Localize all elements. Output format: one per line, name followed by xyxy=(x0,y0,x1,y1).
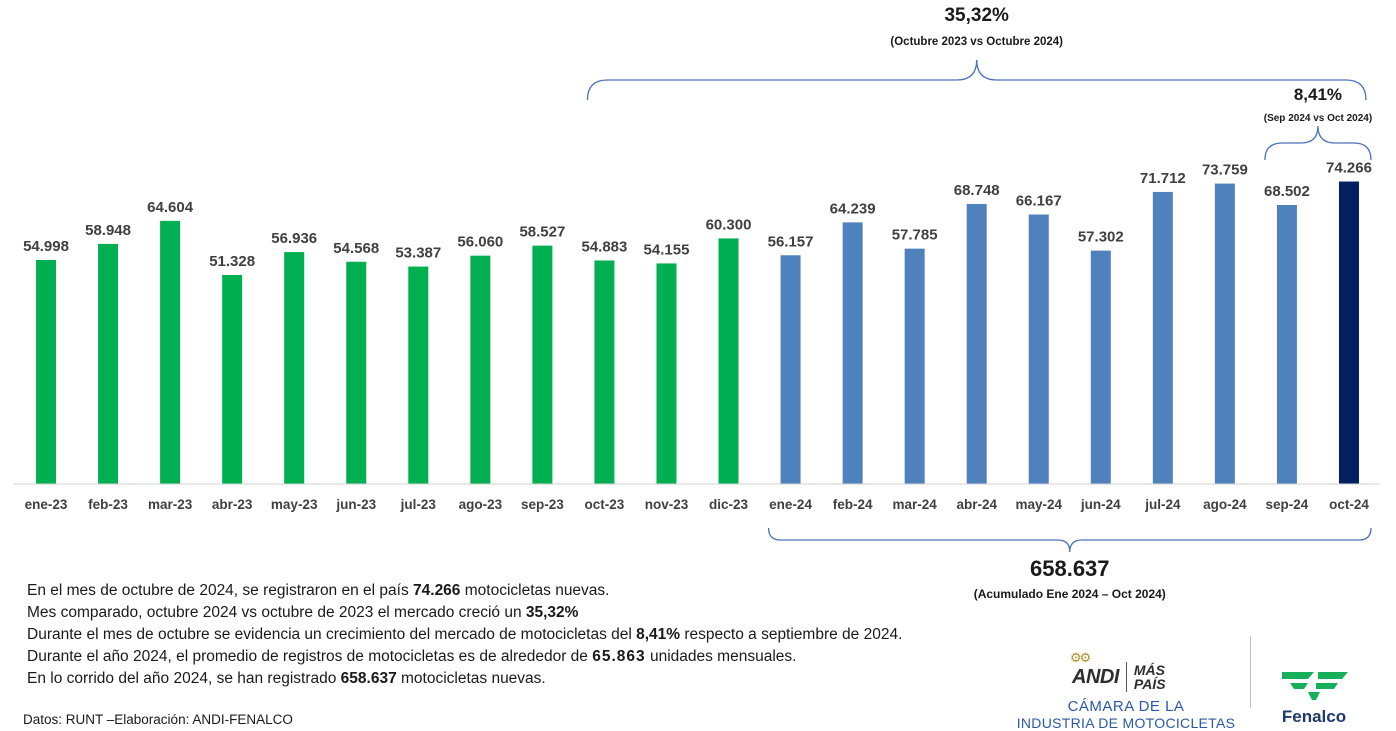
note-line-5: En lo corrido del año 2024, se han regis… xyxy=(27,670,546,687)
value-label-jul-23: 53.387 xyxy=(395,245,441,262)
value-label-nov-23: 54.155 xyxy=(644,241,690,258)
value-label-mar-24: 57.785 xyxy=(892,227,938,244)
value-label-ene-23: 54.998 xyxy=(23,238,69,255)
value-label-sep-23: 58.527 xyxy=(519,224,565,241)
ytd-total-value: 658.637 xyxy=(1030,556,1110,581)
tick-label-ago-23: ago-23 xyxy=(459,497,503,512)
andi-mas-pais-mark: ⚙⚙ ANDI MÁS PAÍS xyxy=(1070,650,1166,692)
tick-label-sep-24: sep-24 xyxy=(1266,497,1309,512)
bar-jun-23 xyxy=(346,261,367,484)
bar-oct-24 xyxy=(1338,181,1359,484)
bar-mar-24 xyxy=(904,248,925,484)
ytd-total-label: (Acumulado Ene 2024 – Oct 2024) xyxy=(974,587,1166,601)
bar-feb-23 xyxy=(98,243,119,484)
tick-label-feb-24: feb-24 xyxy=(833,497,873,512)
tick-label-mar-24: mar-24 xyxy=(893,497,938,512)
tick-label-dic-23: dic-23 xyxy=(709,497,749,512)
value-labels-group: 54.998 58.948 64.604 51.328 56.936 54.568 53.3… xyxy=(23,160,1372,270)
value-label-ene-24: 56.157 xyxy=(768,233,814,250)
tick-label-may-24: may-24 xyxy=(1015,497,1062,512)
tick-labels-group: ene-23 feb-23 mar-23 abr-23 may-23 jun-23 jul-… xyxy=(25,497,1370,512)
bar-ago-23 xyxy=(470,255,491,484)
tick-label-mar-23: mar-23 xyxy=(148,497,193,512)
logo-separator xyxy=(1125,662,1127,692)
mas-pais-wordmark: MÁS PAÍS xyxy=(1133,662,1166,692)
value-label-sep-24: 68.502 xyxy=(1264,183,1310,200)
andi-camara-logo: ⚙⚙ ANDI MÁS PAÍS CÁMARA DE LA INDUSTRIA D… xyxy=(1010,650,1242,731)
value-label-may-24: 66.167 xyxy=(1016,193,1062,210)
gears-icon: ⚙⚙ xyxy=(1070,650,1091,665)
tick-label-nov-23: nov-23 xyxy=(645,497,689,512)
value-label-jul-24: 71.712 xyxy=(1140,170,1186,187)
value-label-mar-23: 64.604 xyxy=(147,199,194,216)
tick-label-oct-24: oct-24 xyxy=(1329,497,1369,512)
bar-abr-23 xyxy=(222,274,243,484)
mom-growth-label: (Sep 2024 vs Oct 2024) xyxy=(1264,113,1372,124)
summary-notes: En el mes de octubre de 2024, se registr… xyxy=(27,580,1107,690)
bar-jul-23 xyxy=(408,266,429,484)
bar-dic-23 xyxy=(718,238,739,484)
value-label-feb-24: 64.239 xyxy=(830,200,876,217)
bar-ene-24 xyxy=(780,255,801,484)
bar-jul-24 xyxy=(1152,191,1173,484)
tick-label-abr-24: abr-24 xyxy=(956,497,997,512)
tick-label-ene-24: ene-24 xyxy=(769,497,812,512)
value-label-ago-24: 73.759 xyxy=(1202,162,1248,179)
tick-label-oct-23: oct-23 xyxy=(585,497,625,512)
bar-may-24 xyxy=(1028,214,1049,484)
tick-label-jul-23: jul-23 xyxy=(400,497,437,512)
tick-label-may-23: may-23 xyxy=(271,497,318,512)
bar-feb-24 xyxy=(842,222,863,485)
bar-mar-23 xyxy=(160,220,181,484)
tick-label-ene-23: ene-23 xyxy=(25,497,68,512)
value-label-oct-24: 74.266 xyxy=(1326,160,1372,177)
tick-label-feb-23: feb-23 xyxy=(88,497,128,512)
tick-label-jun-24: jun-24 xyxy=(1080,497,1121,512)
tick-label-jul-24: jul-24 xyxy=(1144,497,1181,512)
motorcycle-registrations-chart: 54.998 58.948 64.604 51.328 56.936 54.568 53.3… xyxy=(14,5,1380,601)
fenalco-mark-icon xyxy=(1282,672,1348,700)
fenalco-logo: Fenalco xyxy=(1268,662,1360,726)
yoy-bracket xyxy=(586,59,1367,101)
ytd-bracket xyxy=(767,527,1372,553)
note-line-4: Durante el año 2024, el promedio de regi… xyxy=(27,648,797,665)
note-line-2: Mes comparado, octubre 2024 vs octubre d… xyxy=(27,604,579,621)
value-label-abr-24: 68.748 xyxy=(954,182,1000,199)
bar-abr-24 xyxy=(966,203,987,484)
logo-divider xyxy=(1250,636,1251,708)
bar-ago-24 xyxy=(1214,183,1235,484)
bar-sep-23 xyxy=(532,245,553,484)
value-label-may-23: 56.936 xyxy=(271,230,317,247)
value-label-jun-24: 57.302 xyxy=(1078,229,1124,246)
value-label-oct-23: 54.883 xyxy=(581,238,627,255)
bar-sep-24 xyxy=(1276,204,1297,485)
note-line-3: Durante el mes de octubre se evidencia u… xyxy=(27,626,903,643)
value-label-feb-23: 58.948 xyxy=(85,222,131,239)
camara-line-2: INDUSTRIA DE MOTOCICLETAS xyxy=(1016,715,1236,731)
yoy-growth-label: (Octubre 2023 vs Octubre 2024) xyxy=(890,36,1063,48)
value-label-dic-23: 60.300 xyxy=(706,216,752,233)
tick-label-jun-23: jun-23 xyxy=(335,497,376,512)
tick-label-abr-23: abr-23 xyxy=(212,497,253,512)
yoy-growth-value: 35,32% xyxy=(944,5,1009,26)
bar-may-23 xyxy=(284,252,305,484)
tick-label-ago-24: ago-24 xyxy=(1203,497,1247,512)
value-label-abr-23: 51.328 xyxy=(209,253,255,270)
value-label-jun-23: 54.568 xyxy=(333,240,379,257)
mom-growth-value: 8,41% xyxy=(1294,85,1342,104)
andi-wordmark: ANDI xyxy=(1072,665,1119,688)
bar-nov-23 xyxy=(656,263,677,484)
mom-bracket xyxy=(1264,125,1372,161)
note-line-1: En el mes de octubre de 2024, se registr… xyxy=(27,582,610,599)
camara-line-1: CÁMARA DE LA xyxy=(1067,698,1185,715)
tick-label-sep-23: sep-23 xyxy=(521,497,564,512)
data-source-note: Datos: RUNT –Elaboración: ANDI-FENALCO xyxy=(23,712,293,727)
bar-ene-23 xyxy=(36,260,57,484)
value-label-ago-23: 56.060 xyxy=(457,234,503,251)
bar-oct-23 xyxy=(594,260,615,484)
fenalco-wordmark: Fenalco xyxy=(1281,707,1347,726)
bar-jun-24 xyxy=(1090,250,1111,484)
bars-group xyxy=(36,181,1359,485)
